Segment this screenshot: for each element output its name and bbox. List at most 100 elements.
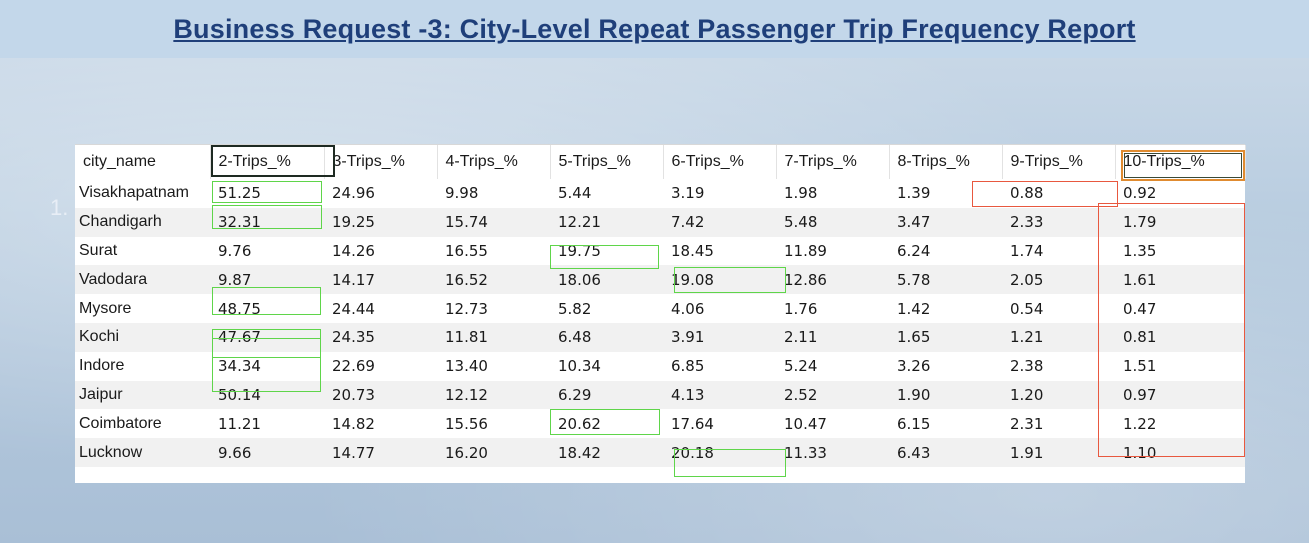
cell-9-trips[interactable]: 0.88	[1010, 184, 1044, 203]
cell-9-trips[interactable]: 1.74	[1010, 241, 1044, 260]
cell-10-trips[interactable]: 0.97	[1115, 380, 1245, 410]
cell-7-trips[interactable]: 2.11	[776, 322, 889, 352]
cell-3-trips[interactable]: 14.77	[324, 438, 437, 467]
cell-city[interactable]: Jaipur	[75, 380, 210, 410]
cell-8-trips[interactable]: 6.24	[897, 241, 931, 260]
col-header-3-trips[interactable]: 3-Trips_%	[324, 145, 438, 179]
cell-2-trips[interactable]: 51.25	[218, 184, 261, 203]
col-header-9-trips[interactable]: 9-Trips_%	[1002, 145, 1116, 179]
cell-5-trips[interactable]: 5.82	[558, 299, 592, 318]
cell-6-trips[interactable]: 6.85	[671, 357, 705, 376]
cell-7-trips[interactable]: 2.52	[776, 380, 889, 410]
cell-6-trips[interactable]: 19.08	[663, 265, 776, 295]
cell-6-trips[interactable]: 7.42	[663, 207, 776, 237]
cell-9-trips[interactable]: 2.38	[1010, 357, 1044, 376]
cell-2-trips[interactable]: 34.34	[218, 357, 261, 376]
cell-3-trips[interactable]: 22.69	[332, 357, 375, 376]
cell-9-trips[interactable]: 2.33	[1002, 207, 1115, 237]
cell-10-trips[interactable]: 1.10	[1115, 438, 1245, 467]
cell-5-trips[interactable]: 18.42	[550, 438, 663, 467]
cell-6-trips[interactable]: 4.13	[663, 380, 776, 410]
cell-4-trips[interactable]: 16.55	[445, 241, 488, 260]
col-header-10-trips[interactable]: 10-Trips_%	[1115, 145, 1246, 179]
cell-city[interactable]: Visakhapatnam	[79, 184, 189, 202]
cell-8-trips[interactable]: 1.90	[889, 380, 1002, 410]
cell-6-trips[interactable]: 4.06	[671, 299, 705, 318]
cell-10-trips[interactable]: 1.51	[1123, 357, 1157, 376]
cell-7-trips[interactable]: 1.76	[784, 299, 818, 318]
cell-7-trips[interactable]: 10.47	[784, 414, 827, 433]
cell-7-trips[interactable]: 12.86	[776, 265, 889, 295]
cell-city[interactable]: Vadodara	[75, 265, 210, 295]
cell-6-trips[interactable]: 3.19	[671, 184, 705, 203]
cell-5-trips[interactable]: 10.34	[558, 357, 601, 376]
cell-2-trips[interactable]: 48.75	[218, 299, 261, 318]
cell-2-trips[interactable]: 9.76	[218, 241, 252, 260]
col-header-8-trips[interactable]: 8-Trips_%	[889, 145, 1003, 179]
cell-8-trips[interactable]: 1.65	[889, 322, 1002, 352]
cell-4-trips[interactable]: 12.73	[445, 299, 488, 318]
cell-8-trips[interactable]: 1.42	[897, 299, 931, 318]
cell-5-trips[interactable]: 12.21	[550, 207, 663, 237]
cell-4-trips[interactable]: 12.12	[437, 380, 550, 410]
cell-6-trips[interactable]: 3.91	[663, 322, 776, 352]
cell-4-trips[interactable]: 9.98	[445, 184, 479, 203]
cell-6-trips[interactable]: 18.45	[671, 241, 714, 260]
cell-4-trips[interactable]: 16.20	[437, 438, 550, 467]
col-header-4-trips[interactable]: 4-Trips_%	[437, 145, 551, 179]
cell-10-trips[interactable]: 1.35	[1123, 241, 1157, 260]
cell-8-trips[interactable]: 3.47	[889, 207, 1002, 237]
cell-city[interactable]: Chandigarh	[75, 207, 210, 237]
cell-2-trips[interactable]: 47.67	[210, 322, 324, 352]
cell-10-trips[interactable]: 1.22	[1123, 414, 1157, 433]
cell-7-trips[interactable]: 1.98	[784, 184, 818, 203]
cell-4-trips[interactable]: 15.74	[437, 207, 550, 237]
cell-9-trips[interactable]: 1.20	[1002, 380, 1115, 410]
cell-3-trips[interactable]: 24.96	[332, 184, 375, 203]
cell-4-trips[interactable]: 16.52	[437, 265, 550, 295]
cell-8-trips[interactable]: 6.15	[897, 414, 931, 433]
cell-9-trips[interactable]: 0.54	[1010, 299, 1044, 318]
cell-3-trips[interactable]: 20.73	[324, 380, 437, 410]
cell-8-trips[interactable]: 6.43	[889, 438, 1002, 467]
cell-4-trips[interactable]: 15.56	[445, 414, 488, 433]
cell-3-trips[interactable]: 24.44	[332, 299, 375, 318]
cell-6-trips[interactable]: 17.64	[671, 414, 714, 433]
cell-4-trips[interactable]: 13.40	[445, 357, 488, 376]
col-header-city[interactable]: city_name	[75, 145, 211, 179]
cell-8-trips[interactable]: 1.39	[897, 184, 931, 203]
cell-10-trips[interactable]: 0.47	[1123, 299, 1157, 318]
cell-8-trips[interactable]: 3.26	[897, 357, 931, 376]
cell-2-trips[interactable]: 9.66	[210, 438, 324, 467]
cell-10-trips[interactable]: 0.81	[1115, 322, 1245, 352]
cell-4-trips[interactable]: 11.81	[437, 322, 550, 352]
col-header-5-trips[interactable]: 5-Trips_%	[550, 145, 664, 179]
col-header-2-trips[interactable]: 2-Trips_%	[210, 145, 325, 179]
cell-city[interactable]: Indore	[79, 357, 125, 375]
cell-5-trips[interactable]: 6.29	[550, 380, 663, 410]
cell-city[interactable]: Kochi	[75, 322, 210, 352]
cell-3-trips[interactable]: 19.25	[324, 207, 437, 237]
cell-7-trips[interactable]: 5.48	[776, 207, 889, 237]
cell-9-trips[interactable]: 2.31	[1010, 414, 1044, 433]
cell-city[interactable]: Mysore	[79, 299, 132, 317]
cell-3-trips[interactable]: 14.82	[332, 414, 375, 433]
cell-5-trips[interactable]: 20.62	[558, 414, 601, 433]
cell-city[interactable]: Surat	[79, 241, 118, 259]
cell-10-trips[interactable]: 1.79	[1115, 207, 1245, 237]
cell-3-trips[interactable]: 24.35	[324, 322, 437, 352]
cell-7-trips[interactable]: 11.33	[776, 438, 889, 467]
cell-city[interactable]: Lucknow	[75, 438, 210, 467]
cell-9-trips[interactable]: 2.05	[1002, 265, 1115, 295]
cell-city[interactable]: Coimbatore	[79, 414, 162, 432]
cell-9-trips[interactable]: 1.21	[1002, 322, 1115, 352]
cell-7-trips[interactable]: 5.24	[784, 357, 818, 376]
cell-2-trips[interactable]: 9.87	[210, 265, 324, 295]
cell-10-trips[interactable]: 0.92	[1123, 184, 1157, 203]
cell-9-trips[interactable]: 1.91	[1002, 438, 1115, 467]
cell-5-trips[interactable]: 18.06	[550, 265, 663, 295]
col-header-6-trips[interactable]: 6-Trips_%	[663, 145, 777, 179]
cell-2-trips[interactable]: 50.14	[210, 380, 324, 410]
cell-6-trips[interactable]: 20.18	[663, 438, 776, 467]
cell-7-trips[interactable]: 11.89	[784, 241, 827, 260]
